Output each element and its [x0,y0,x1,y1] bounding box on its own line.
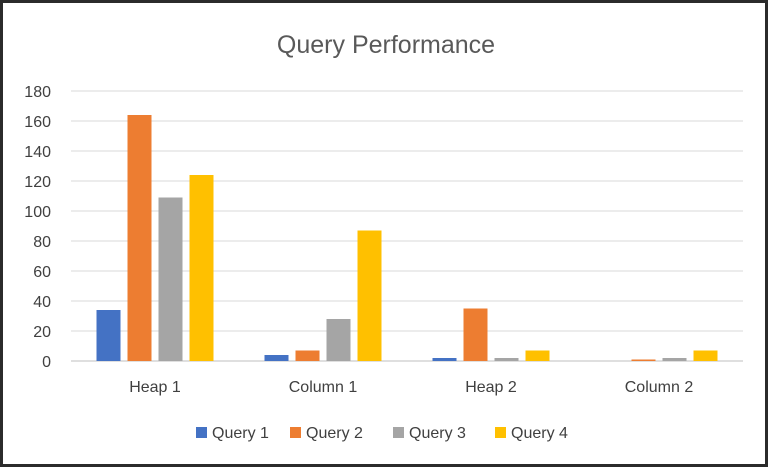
y-tick-label: 100 [24,204,51,221]
legend-label: Query 4 [511,425,568,442]
legend-swatch [290,427,301,438]
legend-label: Query 1 [212,425,269,442]
y-tick-label: 60 [33,264,51,281]
legend: Query 1 Query 2 Query 3 Query 4 [196,425,568,442]
legend-swatch [393,427,404,438]
bar-query-2-heap-1 [127,115,152,361]
chart-title: Query Performance [277,31,495,59]
x-category-label: Heap 1 [129,379,181,396]
x-axis-categories: Heap 1 Column 1 Heap 2 Column 2 [129,379,693,396]
y-tick-label: 80 [33,234,51,251]
y-tick-label: 140 [24,144,51,161]
bar-query-4-heap-1 [189,175,214,361]
y-tick-label: 120 [24,174,51,191]
gridlines [71,90,743,362]
bar-query-3-column-2 [662,358,687,361]
legend-label: Query 2 [306,425,363,442]
bar-query-1-heap-2 [432,358,457,361]
x-category-label: Column 1 [289,379,358,396]
bar-query-3-heap-2 [494,358,519,361]
x-category-label: Heap 2 [465,379,517,396]
bar-query-4-heap-2 [525,350,550,361]
bar-query-2-column-2 [631,359,656,361]
bar-query-4-column-2 [693,350,718,361]
legend-swatch [196,427,207,438]
bar-query-4-column-1 [357,230,382,361]
y-tick-label: 0 [42,354,51,371]
legend-label: Query 3 [409,425,466,442]
y-tick-label: 160 [24,114,51,131]
bar-query-3-heap-1 [158,197,183,361]
y-axis-ticks: 0 20 40 60 80 100 120 140 160 180 [24,84,51,371]
y-tick-label: 20 [33,324,51,341]
bars [96,115,718,361]
bar-query-2-heap-2 [463,308,488,361]
chart-canvas: Query Performance 0 20 40 60 80 100 120 140 160 1… [24,31,743,442]
bar-query-1-heap-1 [96,310,121,361]
y-tick-label: 40 [33,294,51,311]
x-category-label: Column 2 [625,379,694,396]
bar-query-3-column-1 [326,319,351,361]
bar-query-2-column-1 [295,350,320,361]
legend-swatch [495,427,506,438]
y-tick-label: 180 [24,84,51,101]
bar-query-1-column-1 [264,355,289,361]
